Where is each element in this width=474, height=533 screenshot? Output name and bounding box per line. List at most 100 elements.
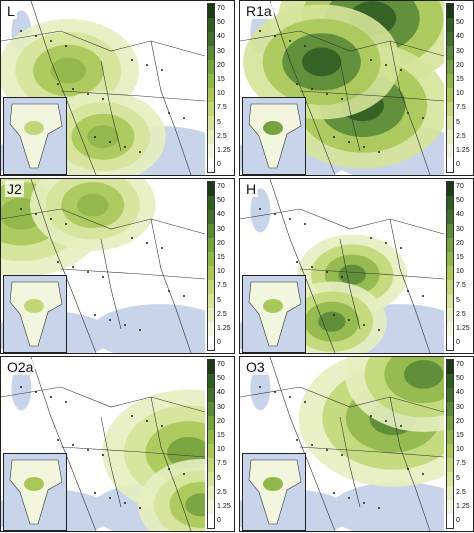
legend-swatch [447,472,453,486]
legend-swatch [447,294,453,308]
sample-point [183,473,185,475]
sample-point [333,314,335,316]
panel-label: O3 [244,359,267,375]
legend-swatch [208,116,214,130]
sample-point [333,136,335,138]
legend-swatch [447,514,453,528]
india-outline [9,281,63,347]
sample-point [139,329,141,331]
legend-swatch [208,360,214,374]
legend-swatch [208,280,214,294]
legend-swatch [447,88,453,102]
legend-tick: 10 [217,446,225,454]
legend-swatch [447,336,453,350]
legend-tick: 50 [456,197,464,205]
legend-colorbar [446,3,454,173]
inset-contour [263,121,283,135]
legend-tick: 30 [456,47,464,55]
legend-swatch [208,60,214,74]
legend-swatch [447,252,453,266]
legend-tick: 20 [456,61,464,69]
sample-point [407,112,409,114]
inset-india [3,97,67,175]
legend-tick: 1.25 [217,325,231,332]
sample-point [146,242,148,244]
frequency-contour [77,193,109,217]
legend-tick: 0 [456,161,460,169]
inset-india [242,453,306,531]
sample-point [378,329,380,331]
legend-swatch [208,430,214,444]
inset-contour [263,477,283,491]
sample-point [131,415,133,417]
sample-point [131,237,133,239]
legend-tick: 2.5 [217,488,227,496]
legend-swatch [447,458,453,472]
frequency-contour [50,57,86,84]
sample-point [65,223,67,225]
country-border [150,40,192,175]
legend-tick: 15 [217,254,225,261]
legend-swatch [447,402,453,416]
sample-point [304,401,306,403]
inset-india [3,275,67,353]
sample-point [102,98,104,100]
legend-swatch [208,500,214,514]
legend-tick: 5 [456,474,460,482]
legend-colorbar [446,359,454,529]
sample-point [348,141,350,143]
legend-tick: 10 [456,90,464,98]
legend-tick: 70 [456,361,464,368]
legend-tick: 1.25 [217,503,231,510]
legend-tick: 7.5 [456,282,466,290]
legend-tick: 40 [217,33,225,41]
panel-label: L [5,3,17,19]
sample-point [57,439,59,441]
bay-of-bengal [90,304,231,353]
legend-tick: 30 [217,225,225,233]
country-border [30,357,97,531]
legend-tick: 0 [456,517,460,525]
legend-swatch [208,336,214,350]
sample-point [378,151,380,153]
legend-tick: 15 [217,432,225,439]
country-border [339,238,361,330]
country-border [299,268,445,280]
legend-tick: 15 [456,254,464,261]
country-border [100,416,122,508]
legend-tick: 1.25 [456,325,470,332]
legend-swatch [447,60,453,74]
sample-point [326,271,328,273]
sample-point [161,425,163,427]
legend-tick: 5 [217,118,221,126]
sample-point [102,454,104,456]
sample-point [311,444,313,446]
inset-contour [24,121,44,135]
sample-point [124,146,126,148]
legend-tick: 30 [456,403,464,411]
legend-swatch [447,130,453,144]
sample-point [50,218,52,220]
frequency-contour [301,47,342,77]
legend-tick: 70 [456,183,464,190]
sample-point [183,295,185,297]
legend-swatch [447,182,453,196]
legend-tick: 10 [456,268,464,276]
sample-point [20,386,22,388]
sample-point [259,30,261,32]
legend-swatch [208,486,214,500]
inset-contour [263,299,283,313]
sample-point [259,386,261,388]
legend-swatch [447,196,453,210]
sample-point [289,396,291,398]
legend-swatch [447,238,453,252]
legend-swatch [447,360,453,374]
sample-point [57,261,59,263]
legend-tick: 40 [456,211,464,219]
sample-point [183,117,185,119]
panel-H: H 70 50 40 30 20 15 10 7.5 5 2.5 1.25 0 [239,178,474,354]
sample-point [146,64,148,66]
legend-tick: 70 [456,5,464,12]
sample-point [35,35,37,37]
country-border [100,238,122,330]
